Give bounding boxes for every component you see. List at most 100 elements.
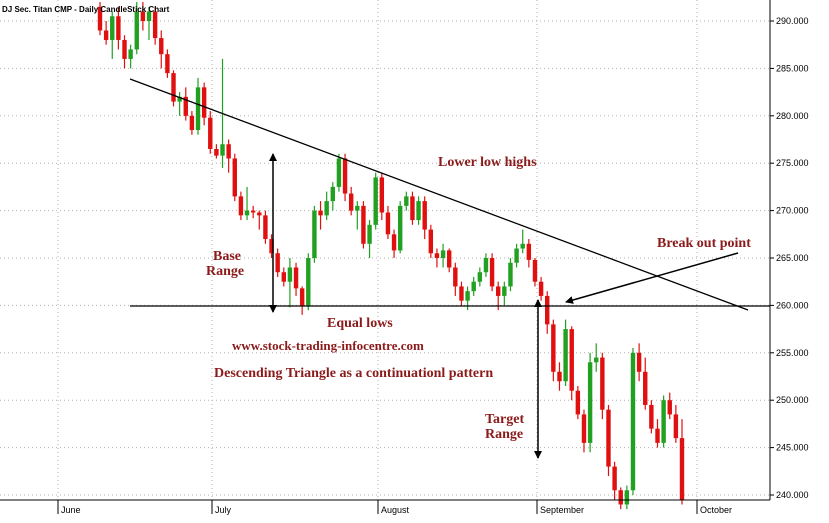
candle-body [532, 259, 538, 282]
candle-body [263, 215, 268, 240]
candle-down [679, 419, 685, 505]
candle-down [526, 239, 532, 268]
candle-down [152, 6, 158, 45]
candle-body [171, 73, 176, 102]
candle-up [563, 319, 568, 386]
candle-down [581, 409, 587, 453]
candle-body [538, 281, 544, 296]
candle-up [336, 153, 342, 192]
candle-body [336, 158, 342, 187]
candle-down [159, 30, 164, 69]
candle-body [110, 16, 115, 40]
candle-body [257, 212, 262, 216]
candle-down [116, 6, 121, 50]
candle-body [551, 324, 556, 372]
axes: 290.000 285.000 280.000 275.000 270.000 265.0… [0, 0, 809, 515]
y-tick-label: 280.000 [776, 111, 809, 121]
descending-trendline [129, 78, 749, 311]
candle-body [391, 234, 397, 251]
candle-up [367, 220, 372, 258]
candle-body [624, 490, 630, 505]
candle-body [489, 258, 495, 287]
x-tick-label: October [700, 505, 732, 515]
candle-body [563, 329, 568, 382]
candle-body [594, 357, 599, 363]
candle-body [244, 210, 250, 216]
candle-body [397, 205, 403, 251]
candle-down [636, 343, 642, 382]
candle-body [477, 272, 483, 282]
candle-down [575, 385, 581, 420]
candle-up [520, 229, 525, 254]
candle-up [373, 172, 378, 230]
annotation-target: Target [485, 412, 524, 427]
candle-down [342, 153, 348, 202]
candle-body [318, 210, 323, 216]
candle-up [594, 343, 599, 372]
y-tick-label: 240.000 [776, 490, 809, 500]
candle-body [649, 404, 654, 429]
grid [0, 0, 770, 500]
candle-body [673, 414, 679, 439]
candle-body [569, 329, 574, 391]
candle-body [306, 258, 311, 306]
candle-body [177, 96, 182, 102]
candle-up [661, 395, 666, 448]
candle-down [453, 262, 458, 296]
x-tick-label: September [540, 505, 584, 515]
candle-down [557, 362, 562, 391]
candle-up [128, 44, 133, 69]
candle-down [379, 172, 385, 221]
candle-down [103, 21, 109, 45]
candle-body [324, 201, 329, 216]
candle-down [183, 87, 188, 121]
candle-down [446, 248, 452, 273]
candle-up [508, 258, 513, 292]
x-tick-label: August [381, 505, 410, 515]
candle-down [434, 248, 440, 268]
candle-down [667, 392, 672, 420]
candle-up [477, 267, 483, 287]
candle-up [177, 92, 182, 116]
candle-body [220, 144, 225, 156]
candle-body [281, 272, 286, 282]
candle-body [520, 243, 525, 249]
candle-down [459, 281, 464, 306]
candle-up [195, 77, 201, 135]
candle-down [532, 258, 538, 287]
candle-up [146, 6, 152, 40]
candle-body [146, 11, 152, 21]
candle-down [201, 82, 207, 126]
candle-body [152, 11, 158, 39]
candle-body [643, 371, 648, 405]
candle-down [232, 153, 237, 202]
candle-body [128, 49, 133, 59]
candle-down [263, 210, 268, 244]
candle-down [428, 224, 434, 258]
candle-body [453, 267, 458, 287]
candle-down [606, 404, 611, 477]
candle-down [649, 400, 654, 434]
candle-body [526, 243, 532, 260]
candle-body [581, 414, 587, 443]
candle-body [514, 248, 519, 263]
candle-body [440, 250, 446, 258]
candle-body [471, 281, 476, 292]
candle-body [545, 295, 550, 325]
y-tick-label: 270.000 [776, 206, 809, 216]
candle-body [612, 466, 617, 491]
pattern-lines [129, 78, 770, 459]
candle-down [140, 2, 146, 31]
annotation-base: Base [213, 249, 241, 264]
candle-body [661, 400, 666, 443]
candle-body [502, 286, 507, 296]
candle-body [312, 210, 317, 258]
candle-up [244, 186, 250, 221]
y-tick-label: 245.000 [776, 443, 809, 453]
candle-body [587, 362, 593, 443]
candle-body [600, 357, 605, 410]
candle-body [459, 286, 464, 301]
candle-down [214, 144, 219, 159]
candle-down [422, 196, 427, 240]
candle-down [208, 111, 213, 154]
